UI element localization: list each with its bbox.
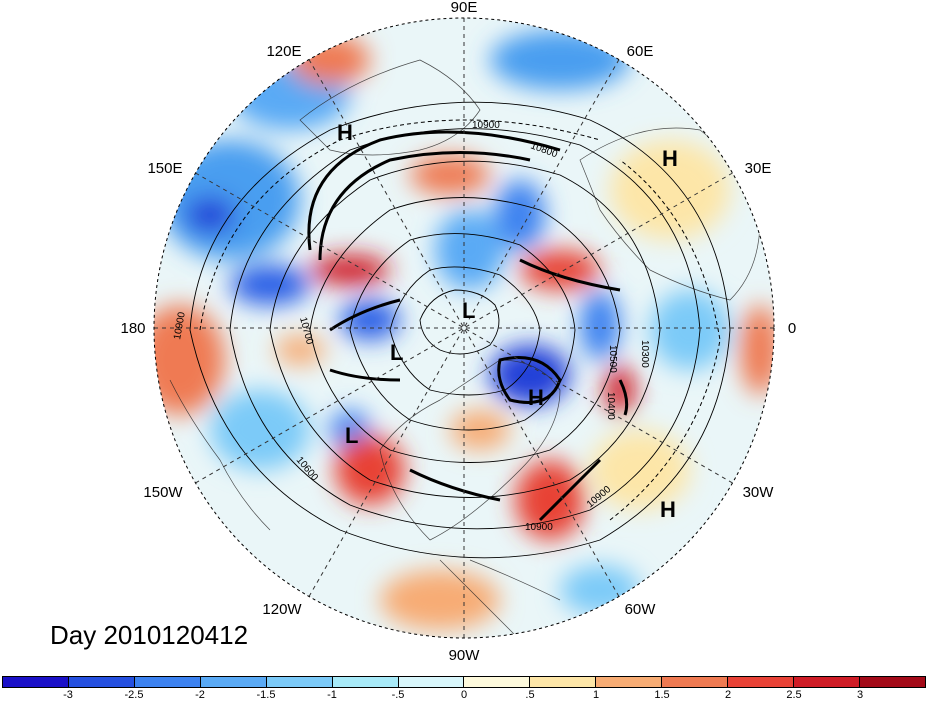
colorbar-tick-label: -.5: [391, 689, 405, 701]
colorbar-segment: [530, 677, 597, 687]
colorbar-segment: [266, 677, 333, 687]
high-center: H: [662, 146, 678, 171]
colorbar-segment: [3, 677, 69, 687]
colorbar-segment: [662, 677, 729, 687]
colorbar-tick-label: -2: [195, 689, 205, 701]
lon-label-0: 0: [788, 320, 796, 337]
lon-label-60w: 60W: [625, 601, 657, 618]
colorbar-segment: [332, 677, 399, 687]
colorbar: [2, 676, 926, 688]
colorbar-tick-label: 2.5: [786, 689, 802, 701]
colorbar-tick-label: 1.5: [654, 689, 670, 701]
high-center: H: [660, 497, 676, 522]
colorbar-tick-label: 2: [724, 689, 732, 701]
lon-label-90w: 90W: [449, 647, 481, 664]
lon-label-90e: 90E: [451, 0, 478, 16]
colorbar-tick-label: 3: [856, 689, 864, 701]
lon-label-120w: 120W: [262, 601, 302, 618]
lon-label-30w: 30W: [743, 484, 775, 501]
colorbar-tick-label: .5: [525, 689, 535, 701]
contour-label: 10900: [525, 522, 553, 533]
contour-label: 10500: [607, 345, 618, 373]
colorbar-segment: [200, 677, 267, 687]
low-center: L: [462, 298, 475, 323]
colorbar-tick-label: -2.5: [124, 689, 144, 701]
low-center: L: [390, 340, 403, 365]
colorbar-segment: [728, 677, 795, 687]
lon-label-180: 180: [120, 320, 145, 337]
colorbar-tick-label: -1: [327, 689, 337, 701]
colorbar-segment: [596, 677, 663, 687]
colorbar-segment: [134, 677, 201, 687]
colorbar-tick-label: -3: [63, 689, 73, 701]
colorbar-segment: [398, 677, 465, 687]
lon-label-150w: 150W: [143, 484, 183, 501]
contour-label: 10300: [639, 340, 650, 368]
lon-label-60e: 60E: [627, 43, 654, 60]
day-label: Day 2010120412: [50, 620, 249, 650]
high-center: H: [337, 120, 353, 145]
colorbar-segment: [859, 677, 925, 687]
colorbar-segment: [464, 677, 531, 687]
colorbar-tick-labels: -3 -2.5 -2 -1.5 -1 -.5 0 .5 1 1.5 2 2.5 3: [2, 689, 926, 702]
contour-label: 10900: [172, 311, 188, 341]
lon-label-30e: 30E: [745, 160, 772, 177]
colorbar-tick-label: -1.5: [256, 689, 276, 701]
contour-label: 10400: [605, 392, 616, 420]
lon-label-120e: 120E: [266, 43, 301, 60]
colorbar-segment: [68, 677, 135, 687]
map-boundary: [153, 17, 775, 639]
low-center: L: [345, 423, 358, 448]
lon-label-150e: 150E: [147, 160, 182, 177]
high-center: H: [528, 385, 544, 410]
coastlines: [169, 59, 761, 638]
colorbar-tick-label: 1: [592, 689, 600, 701]
height-contours: [189, 101, 731, 559]
colorbar-segment: [794, 677, 860, 687]
contour-label: 10900: [472, 120, 500, 131]
colorbar-tick-label: 0: [460, 689, 468, 701]
